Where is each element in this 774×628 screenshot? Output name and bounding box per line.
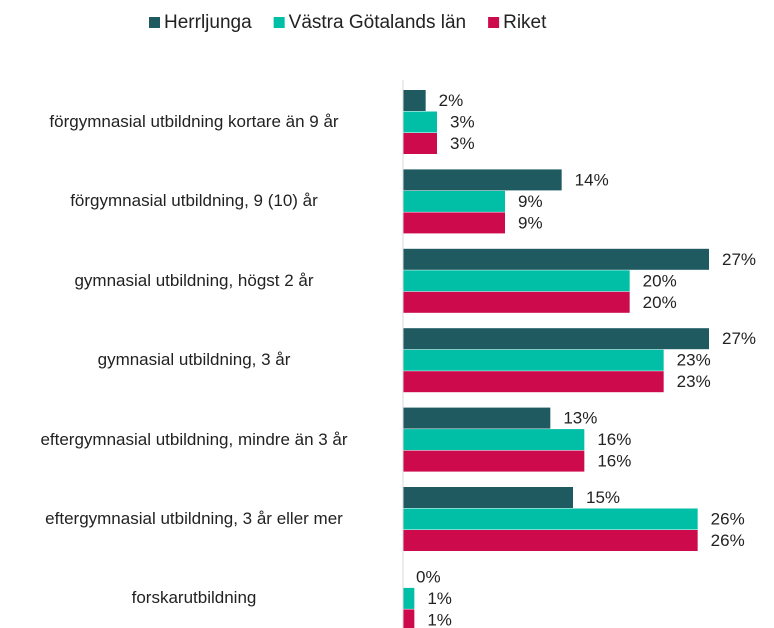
category-label: forskarutbildning [131, 588, 257, 608]
data-label: 2% [439, 91, 464, 110]
legend-swatch [488, 17, 500, 28]
bar [403, 169, 562, 191]
bar [403, 429, 585, 451]
data-label: 9% [518, 213, 543, 232]
category-label: gymnasial utbildning, 3 år [97, 350, 291, 370]
bar [403, 349, 664, 371]
legend-label: Västra Götalands län [289, 12, 466, 33]
bar [403, 587, 415, 609]
bar [403, 530, 698, 551]
bar [403, 407, 551, 429]
bar [403, 487, 573, 508]
bar [403, 90, 426, 111]
legend-label: Riket [503, 12, 547, 33]
data-label: 14% [575, 170, 609, 189]
data-label: 20% [643, 293, 677, 312]
bar [403, 609, 415, 628]
bar [403, 111, 437, 133]
data-label: 27% [722, 329, 756, 348]
data-label: 23% [677, 351, 711, 370]
data-label: 26% [711, 509, 745, 528]
bar [403, 328, 709, 350]
bar [403, 371, 664, 393]
bar [403, 450, 585, 472]
bar [403, 291, 630, 313]
data-label: 15% [586, 488, 620, 507]
legend-label: Herrljunga [164, 12, 252, 33]
bar [403, 248, 709, 270]
data-label: 1% [427, 610, 452, 628]
bar [403, 133, 437, 154]
data-label: 26% [711, 531, 745, 550]
data-label: 13% [563, 409, 597, 428]
data-label: 9% [518, 192, 543, 211]
legend-swatch [273, 17, 285, 28]
data-label: 16% [597, 452, 631, 471]
bar [403, 508, 698, 530]
category-label: gymnasial utbildning, högst 2 år [74, 270, 314, 290]
data-label: 3% [450, 134, 475, 153]
bar [403, 212, 505, 234]
data-label: 27% [722, 250, 756, 269]
data-label: 0% [416, 567, 441, 586]
data-label: 3% [450, 112, 475, 131]
data-label: 20% [643, 271, 677, 290]
bar [403, 190, 505, 212]
data-label: 1% [427, 589, 452, 608]
data-label: 16% [597, 430, 631, 449]
bar [403, 270, 630, 292]
category-label: förgymnasial utbildning kortare än 9 år [49, 112, 339, 131]
category-label: eftergymnasial utbildning, mindre än 3 å… [40, 429, 348, 449]
category-label: förgymnasial utbildning, 9 (10) år [70, 191, 318, 211]
data-label: 23% [677, 372, 711, 391]
legend-swatch [149, 17, 160, 28]
category-label: eftergymnasial utbildning, 3 år eller me… [45, 509, 343, 528]
